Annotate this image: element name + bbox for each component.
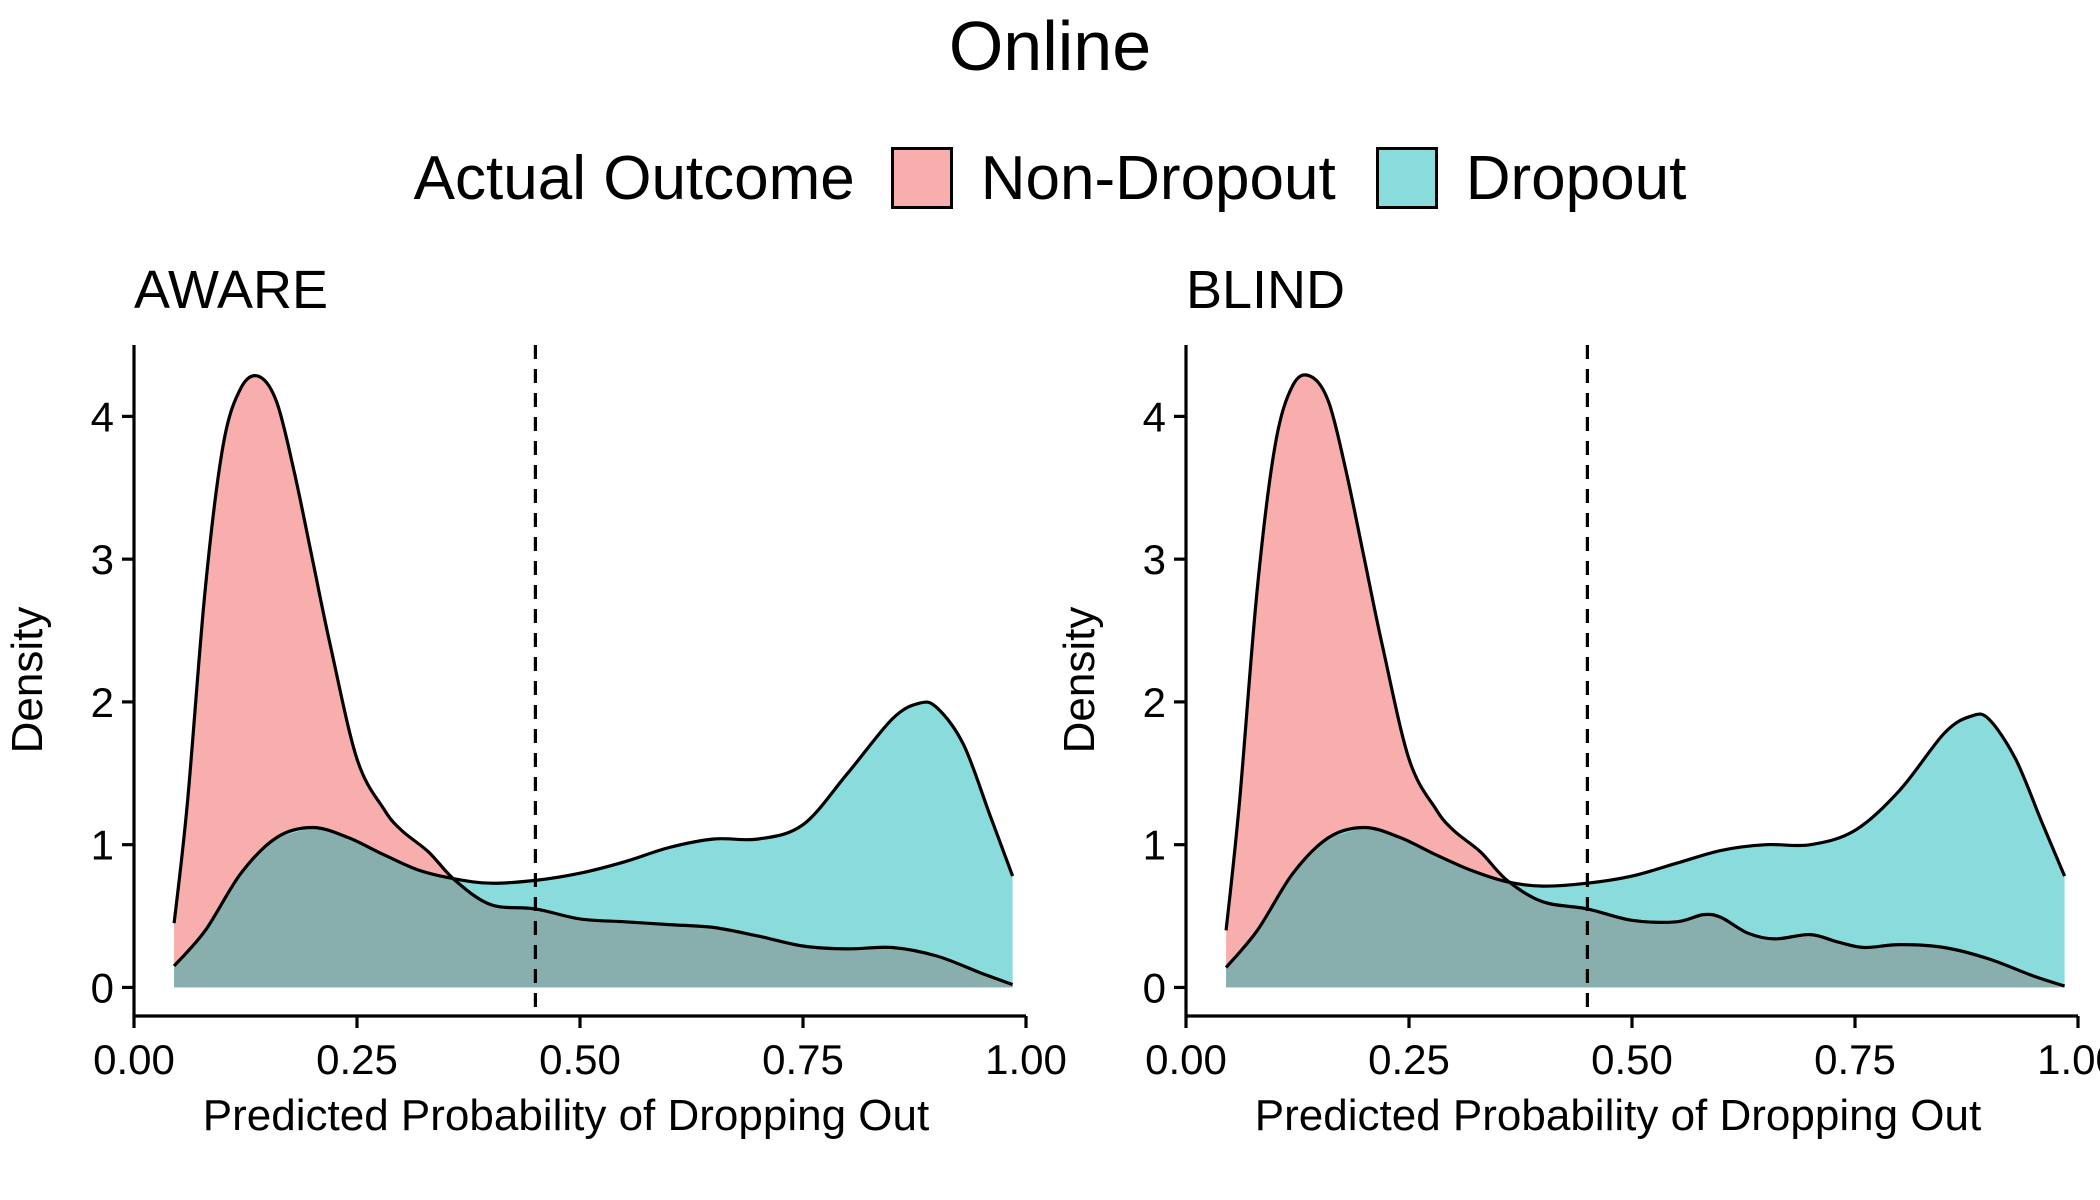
- y-tick-label: 1: [1143, 822, 1166, 869]
- y-axis-label: Density: [3, 607, 52, 754]
- x-tick-label: 0.25: [316, 1036, 398, 1083]
- y-tick-label: 3: [1143, 536, 1166, 583]
- area-non-dropout: [174, 375, 1013, 988]
- panel-aware: AWARE 0 1 2 3 4 0.00 0.25 0.50 0.75 1.00 Predicted …: [3, 260, 1067, 1140]
- legend-item-dropout: Dropout: [1375, 143, 1687, 214]
- legend: Actual Outcome Non-Dropout Dropout: [0, 138, 2100, 218]
- x-tick-label: 0.75: [762, 1036, 844, 1083]
- line-dropout: [172, 700, 1015, 968]
- y-tick-label: 2: [1143, 679, 1166, 726]
- y-axis-label: Density: [1055, 607, 1104, 754]
- y-tick-label: 2: [91, 679, 114, 726]
- x-tick-label: 0.00: [1145, 1036, 1227, 1083]
- panel-title: AWARE: [134, 260, 328, 320]
- x-tick-label: 0.75: [1814, 1036, 1896, 1083]
- x-tick-label: 1.00: [985, 1036, 1067, 1083]
- x-tick-label: 1.00: [2037, 1036, 2100, 1083]
- x-axis-label: Predicted Probability of Dropping Out: [203, 1091, 929, 1140]
- x-tick-label: 0.50: [1591, 1036, 1673, 1083]
- x-tick-label: 0.25: [1368, 1036, 1450, 1083]
- panel-blind: BLIND 0 1 2 3 4 0.00 0.25 0.50 0.75 1.00 Predicted …: [1055, 260, 2100, 1140]
- legend-label-non-dropout: Non-Dropout: [980, 143, 1336, 213]
- legend-label-dropout: Dropout: [1465, 143, 1687, 213]
- legend-title: Actual Outcome: [413, 143, 855, 213]
- y-tick-label: 1: [91, 822, 114, 869]
- chart-title: Online: [948, 7, 1152, 85]
- y-tick-label: 3: [91, 536, 114, 583]
- panel-title: BLIND: [1186, 260, 1345, 320]
- line-dropout: [1224, 712, 2067, 969]
- x-axis-label: Predicted Probability of Dropping Out: [1255, 1091, 1981, 1140]
- line-non-dropout: [172, 373, 1014, 987]
- line-non-dropout: [1224, 373, 2066, 988]
- x-tick-label: 0.00: [93, 1036, 175, 1083]
- y-tick-label: 0: [1143, 964, 1166, 1011]
- y-tick-label: 0: [91, 964, 114, 1011]
- legend-swatch-dropout: [1375, 147, 1438, 209]
- area-non-dropout: [1226, 374, 2065, 988]
- y-tick-label: 4: [1143, 393, 1166, 440]
- legend-swatch-non-dropout: [890, 147, 953, 209]
- x-tick-label: 0.50: [539, 1036, 621, 1083]
- legend-item-non-dropout: Non-Dropout: [890, 143, 1336, 214]
- y-tick-label: 4: [91, 393, 114, 440]
